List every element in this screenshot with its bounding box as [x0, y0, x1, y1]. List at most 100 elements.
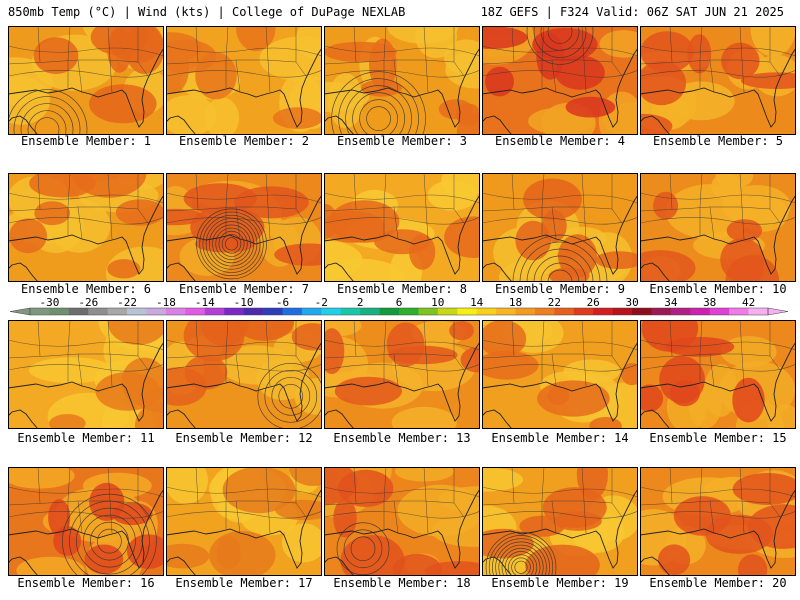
colorbar-segment	[534, 308, 555, 315]
ensemble-member-label: Ensemble Member: 8	[336, 282, 468, 296]
temperature-field-map	[8, 467, 164, 576]
colorbar-tick-label: -10	[234, 296, 254, 309]
colorbar-tick-label: -18	[156, 296, 176, 309]
colorbar-segment	[379, 308, 400, 315]
ensemble-member-map	[324, 467, 480, 576]
ensemble-member-label: Ensemble Member: 14	[491, 431, 629, 445]
ensemble-member-label: Ensemble Member: 3	[336, 134, 468, 148]
colorbar-tick-label: 14	[470, 296, 484, 309]
ensemble-member-map	[324, 320, 480, 429]
map-header: 850mb Temp (°C) | Wind (kts) | College o…	[0, 0, 800, 24]
colorbar-segment	[127, 308, 147, 315]
colorbar-graphic: -30 -26 -22 -18 -14 -10 -6 -2 2 6 10 14 18 22 26 30 34 38…	[9, 296, 789, 316]
temperature-colorbar: -30 -26 -22 -18 -14 -10 -6 -2 2 6 10 14 18 22 26 30 34 38…	[0, 296, 800, 320]
ensemble-member-label: Ensemble Member: 5	[652, 134, 784, 148]
colorbar-segment	[88, 308, 108, 315]
colorbar-segment	[632, 308, 652, 315]
colorbar-segment	[476, 308, 497, 315]
product-title: 850mb Temp (°C) | Wind (kts) | College o…	[8, 5, 406, 19]
ensemble-member-label: Ensemble Member: 2	[178, 134, 310, 148]
colorbar-segment	[49, 308, 70, 315]
colorbar-tick-label: -22	[117, 296, 137, 309]
colorbar-segment	[224, 308, 244, 315]
ensemble-member-map	[166, 320, 322, 429]
colorbar-tick-label: 2	[357, 296, 364, 309]
colorbar-segment	[263, 308, 283, 315]
colorbar-segment	[612, 308, 633, 315]
colorbar-segment	[165, 308, 186, 315]
ensemble-member-label: Ensemble Member: 1	[20, 134, 152, 148]
colorbar-tick-label: -14	[195, 296, 215, 309]
ensemble-member-label: Ensemble Member: 6	[20, 282, 152, 296]
ensemble-member-label: Ensemble Member: 12	[175, 431, 313, 445]
ensemble-member-map	[166, 173, 322, 282]
temperature-field-map	[482, 320, 638, 429]
colorbar-segment	[651, 308, 672, 315]
temperature-field-map	[166, 173, 322, 282]
colorbar-segment	[418, 308, 439, 315]
colorbar-tick-label: 22	[548, 296, 561, 309]
ensemble-member-map	[482, 320, 638, 429]
colorbar-segment	[670, 308, 691, 315]
colorbar-segment	[554, 308, 575, 315]
temperature-field-map	[482, 467, 638, 576]
temperature-field-map	[324, 467, 480, 576]
colorbar-tick-label: -2	[315, 296, 328, 309]
colorbar-segment	[729, 308, 749, 315]
ensemble-member-map	[8, 320, 164, 429]
temperature-field-map	[640, 467, 796, 576]
colorbar-segment	[709, 308, 730, 315]
colorbar-segment	[204, 308, 225, 315]
ensemble-member-map	[166, 467, 322, 576]
temperature-field-map	[8, 320, 164, 429]
colorbar-segment	[282, 308, 303, 315]
ensemble-member-label: Ensemble Member: 9	[494, 282, 626, 296]
ensemble-member-label: Ensemble Member: 18	[333, 576, 471, 590]
ensemble-member-map	[482, 173, 638, 282]
ensemble-member-map	[482, 467, 638, 576]
ensemble-member-label: Ensemble Member: 7	[178, 282, 310, 296]
colorbar-tick-label: 26	[587, 296, 600, 309]
colorbar-segment	[690, 308, 711, 315]
ensemble-member-map	[640, 26, 796, 135]
ensemble-member-map	[640, 173, 796, 282]
colorbar-tick-label: 30	[625, 296, 638, 309]
colorbar-tick-label: 42	[742, 296, 755, 309]
colorbar-segment	[301, 308, 322, 315]
colorbar-tick-label: 38	[703, 296, 716, 309]
temperature-field-map	[482, 26, 638, 135]
colorbar-tick-label: 18	[509, 296, 522, 309]
ensemble-member-label: Ensemble Member: 10	[649, 282, 787, 296]
colorbar-segment	[146, 308, 167, 315]
temperature-field-map	[324, 173, 480, 282]
colorbar-segment	[748, 308, 769, 315]
colorbar-segment	[573, 308, 594, 315]
temperature-field-map	[166, 467, 322, 576]
ensemble-member-label: Ensemble Member: 16	[17, 576, 155, 590]
ensemble-member-map	[640, 467, 796, 576]
temperature-field-map	[640, 26, 796, 135]
colorbar-tick-label: -6	[276, 296, 289, 309]
temperature-field-map	[324, 26, 480, 135]
colorbar-segment	[243, 308, 264, 315]
ensemble-member-map	[324, 26, 480, 135]
colorbar-segment	[321, 308, 342, 315]
ensemble-member-label: Ensemble Member: 20	[649, 576, 787, 590]
colorbar-segment	[496, 308, 516, 315]
colorbar-tick-label: -30	[39, 296, 59, 309]
ensemble-member-map	[324, 173, 480, 282]
colorbar-tick-label: -26	[78, 296, 98, 309]
temperature-field-map	[640, 173, 796, 282]
temperature-field-map	[482, 173, 638, 282]
colorbar-segment	[68, 308, 89, 315]
valid-time-title: 18Z GEFS | F324 Valid: 06Z SAT JUN 21 20…	[480, 5, 784, 19]
colorbar-segment	[437, 308, 458, 315]
ensemble-member-map	[640, 320, 796, 429]
temperature-field-map	[324, 320, 480, 429]
ensemble-member-map	[8, 467, 164, 576]
colorbar-segment	[30, 308, 50, 315]
ensemble-member-map	[8, 26, 164, 135]
colorbar-segment	[399, 308, 419, 315]
ensemble-member-label: Ensemble Member: 17	[175, 576, 313, 590]
ensemble-member-map	[8, 173, 164, 282]
